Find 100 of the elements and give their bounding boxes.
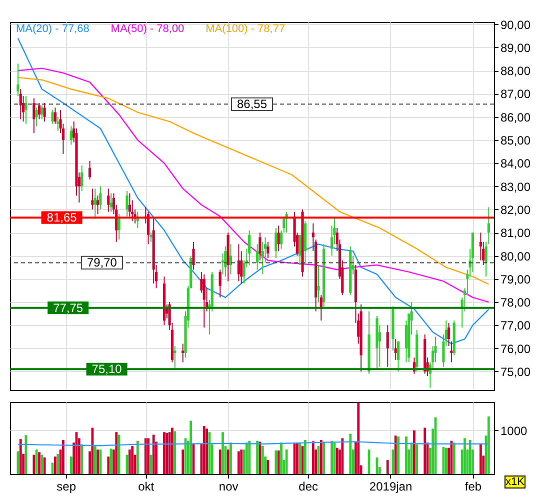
candlestick <box>277 225 280 252</box>
candlestick <box>237 244 240 282</box>
candlestick <box>396 340 400 372</box>
bar <box>280 442 282 474</box>
candlestick <box>56 116 60 132</box>
bar <box>40 454 44 474</box>
bar <box>245 442 248 474</box>
candlestick <box>126 190 128 217</box>
bar <box>349 434 352 474</box>
candlestick <box>80 164 84 192</box>
candlestick <box>91 188 94 210</box>
bar <box>464 438 466 474</box>
y-tick-label: 1000 <box>500 424 528 438</box>
candlestick <box>224 246 227 278</box>
text: MA(100) - 78,77 <box>206 23 286 35</box>
bar <box>54 456 56 474</box>
ref-line-label: 81,65 <box>46 210 78 225</box>
candlestick <box>94 188 96 220</box>
bar <box>256 440 259 474</box>
bar <box>336 448 338 474</box>
candlestick <box>35 107 38 127</box>
candlestick <box>40 104 44 120</box>
bar <box>128 450 131 474</box>
bar <box>62 440 64 474</box>
candlestick <box>386 324 389 368</box>
bar <box>206 428 208 474</box>
bar <box>240 450 243 474</box>
text: MA(50) - 78,00 <box>110 23 184 35</box>
bar <box>136 440 139 474</box>
bar <box>330 440 333 474</box>
y-tick-label: 81,00 <box>500 226 531 240</box>
bar <box>218 450 222 474</box>
bar <box>357 402 360 474</box>
bar <box>238 451 240 474</box>
candlestick <box>261 241 264 275</box>
y-tick-label: 82,00 <box>500 202 531 217</box>
bar <box>147 438 150 474</box>
x-tick-label: okt <box>138 480 155 494</box>
candlestick <box>88 160 92 180</box>
bar <box>80 444 83 474</box>
bar <box>19 439 22 474</box>
bar <box>174 431 176 474</box>
bar <box>277 450 280 474</box>
candlestick <box>182 343 184 363</box>
bar <box>392 450 394 474</box>
bar <box>115 432 118 474</box>
bar <box>304 440 306 474</box>
candlestick <box>218 269 222 298</box>
candlestick <box>24 96 28 124</box>
candlestick <box>258 232 262 261</box>
candlestick <box>107 188 110 212</box>
y-tick-label: 87,00 <box>500 87 531 102</box>
bar <box>405 436 408 474</box>
bar <box>312 441 314 474</box>
y-tick-label: 75,00 <box>500 364 531 379</box>
bar <box>322 442 325 474</box>
bar <box>298 442 302 474</box>
bar <box>163 432 166 474</box>
bar <box>190 420 192 474</box>
candlestick <box>54 107 57 124</box>
candlestick <box>192 241 195 270</box>
x-tick-label: sep <box>56 480 76 494</box>
bar <box>171 428 174 474</box>
bar <box>230 442 232 474</box>
candlestick <box>256 244 259 270</box>
candlestick <box>96 195 100 215</box>
candlestick <box>479 232 482 261</box>
x-tick-label: feb <box>464 480 482 494</box>
bar <box>202 426 206 474</box>
bar <box>110 448 112 474</box>
bar <box>333 442 336 474</box>
candlestick <box>280 230 283 250</box>
bar <box>480 444 482 474</box>
candlestick <box>16 63 20 97</box>
y-tick-label: 79,00 <box>500 272 531 286</box>
bar <box>296 442 298 474</box>
bar <box>386 460 389 474</box>
candlestick <box>43 102 46 122</box>
bar <box>413 430 416 474</box>
candlestick <box>317 264 320 303</box>
bar <box>274 450 278 474</box>
y-tick-label: 86,00 <box>500 110 531 124</box>
candlestick <box>266 241 270 259</box>
candlestick <box>38 102 41 120</box>
candlestick <box>298 234 302 266</box>
ref-line-label: 77,75 <box>53 300 84 315</box>
bar <box>35 450 38 474</box>
ref-line-label: 86,55 <box>236 97 268 112</box>
y-tick-label: 83,00 <box>500 180 531 194</box>
candlestick <box>70 126 72 146</box>
bar <box>96 450 99 474</box>
bar <box>320 440 322 474</box>
bar <box>410 442 413 474</box>
bar <box>99 450 102 474</box>
candlestick <box>51 109 54 124</box>
candlestick <box>128 192 131 217</box>
ref-line-label: 75,10 <box>92 362 122 376</box>
bar <box>131 446 134 474</box>
bar <box>487 416 490 474</box>
bar <box>452 442 456 474</box>
